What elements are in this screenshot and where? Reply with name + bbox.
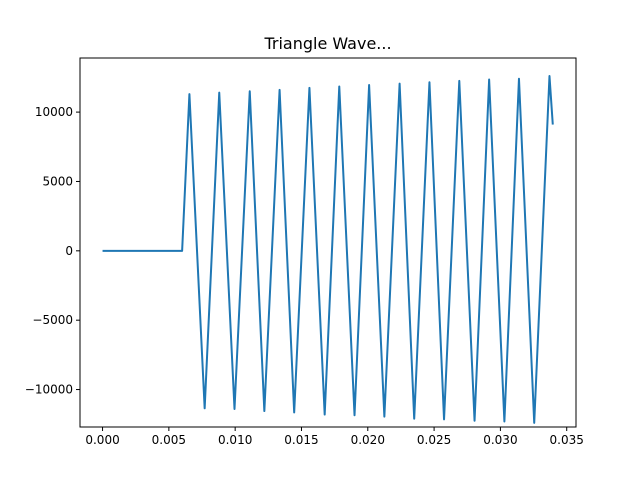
axes-spines <box>79 57 577 428</box>
x-tick-label: 0.005 <box>152 433 186 447</box>
y-axis: −10000 −5000 0 5000 10000 <box>25 105 80 397</box>
plot-area <box>102 75 554 424</box>
x-tick-label: 0.020 <box>351 433 385 447</box>
x-tick-label: 0.000 <box>85 433 119 447</box>
x-tick-label: 0.035 <box>550 433 584 447</box>
x-tick-label: 0.010 <box>218 433 252 447</box>
x-axis: 0.000 0.005 0.010 0.015 0.020 0.025 0.030 0.035 <box>85 427 584 447</box>
chart-title: Triangle Wave... <box>263 34 391 53</box>
y-tick-label: 0 <box>65 244 73 258</box>
y-tick-label: 10000 <box>35 105 73 119</box>
x-tick-label: 0.025 <box>417 433 451 447</box>
y-tick-label: −5000 <box>32 313 73 327</box>
x-tick-label: 0.030 <box>483 433 517 447</box>
plot-frame <box>79 57 577 428</box>
series-line-0 <box>102 75 554 424</box>
y-tick-label: 5000 <box>42 174 73 188</box>
y-tick-label: −10000 <box>25 383 73 397</box>
x-tick-label: 0.015 <box>284 433 318 447</box>
